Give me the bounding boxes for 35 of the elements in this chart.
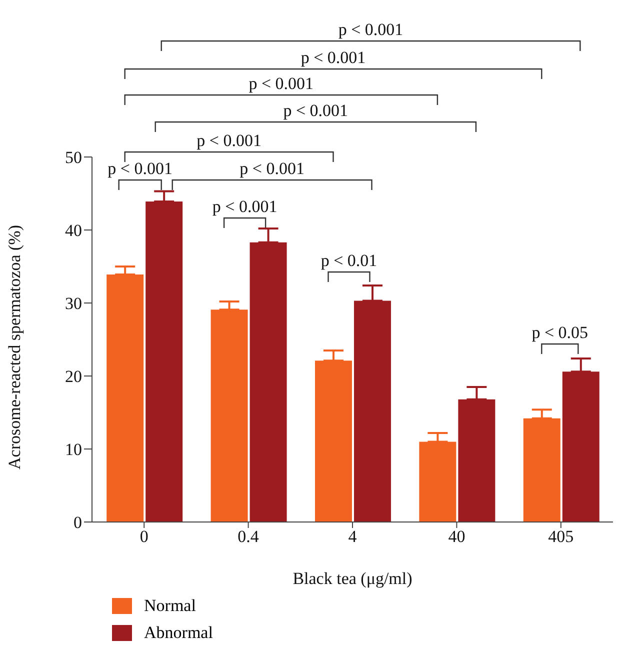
bar <box>419 442 456 522</box>
x-axis-title: Black tea (μg/ml) <box>292 569 412 588</box>
y-tick-label: 0 <box>74 513 82 532</box>
bar <box>523 418 560 522</box>
x-tick-label: 405 <box>548 527 574 546</box>
bar <box>562 372 600 522</box>
bar <box>250 242 287 522</box>
y-tick-label: 20 <box>65 367 82 386</box>
annotation: p < 0.001 <box>240 159 304 178</box>
annotation: p < 0.05 <box>532 323 588 342</box>
bar <box>458 399 496 522</box>
x-tick-label: 0.4 <box>238 527 260 546</box>
y-tick-label: 30 <box>65 294 82 314</box>
bar <box>354 300 391 522</box>
x-tick-label: 4 <box>348 527 358 546</box>
text: p < 0.001 <box>300 48 366 67</box>
annotation: p < 0.001 <box>108 159 173 178</box>
text: p < 0.001 <box>196 131 262 150</box>
bar <box>210 310 248 522</box>
annotation: p < 0.01 <box>320 251 378 270</box>
y-axis-title: Acrosome-reacted spermatozoa (%) <box>5 225 24 470</box>
legend-label: Normal <box>144 596 196 616</box>
y-tick-label: 10 <box>65 440 82 460</box>
text: p < 0.001 <box>248 74 314 93</box>
x-tick-label: 0 <box>140 527 148 546</box>
bar <box>146 202 183 522</box>
text: p < 0.001 <box>338 20 404 39</box>
text: p < 0.001 <box>283 101 348 120</box>
legend-label: Abnormal <box>144 622 213 642</box>
bar <box>106 274 144 522</box>
y-tick-label: 40 <box>65 221 82 240</box>
bar <box>314 360 352 522</box>
annotation: p < 0.001 <box>212 197 278 216</box>
y-tick-label: 50 <box>65 148 82 168</box>
x-tick-label: 40 <box>448 527 466 546</box>
